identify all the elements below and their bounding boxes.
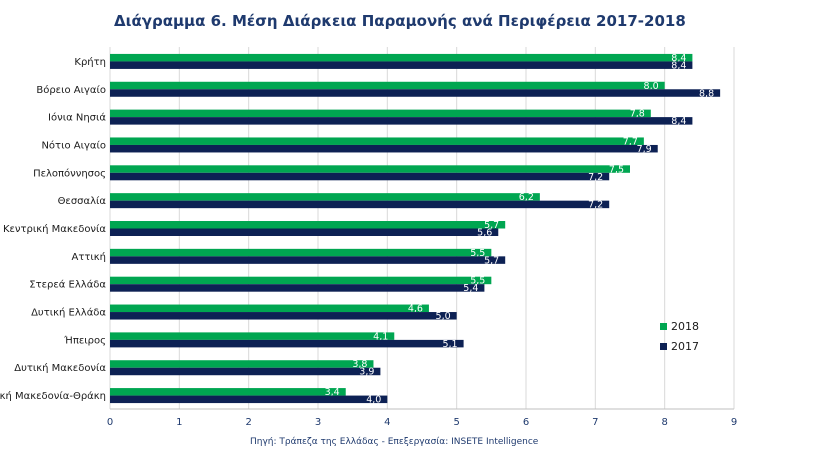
data-label-2017-5: 7,2 — [588, 200, 603, 211]
data-label-2018-7: 5,5 — [470, 248, 485, 259]
data-label-2018-11: 3,8 — [352, 359, 367, 370]
data-label-2017-12: 4,0 — [366, 395, 381, 406]
data-label-2018-6: 5,7 — [484, 220, 499, 231]
x-tick-label-5: 5 — [453, 417, 459, 428]
bar-2017-11 — [110, 367, 381, 376]
category-label-5: Θεσσαλία — [58, 195, 107, 207]
legend-item-2017: 2017 — [660, 336, 699, 356]
data-label-2018-3: 7,7 — [623, 136, 638, 147]
data-label-2018-1: 8,0 — [644, 81, 659, 92]
bar-2018-7 — [110, 248, 492, 257]
bar-2018-8 — [110, 276, 492, 285]
data-label-2017-9: 5,0 — [436, 311, 451, 322]
source-note: Πηγή: Τράπεζα της Ελλάδας - Επεξεργασία:… — [250, 437, 539, 447]
category-label-0: Κρήτη — [74, 56, 106, 68]
data-label-2018-0: 8,4 — [671, 53, 686, 64]
bar-2017-4 — [110, 172, 610, 181]
category-label-3: Νότιο Αιγαίο — [41, 139, 106, 151]
bar-2018-2 — [110, 109, 651, 118]
bar-2018-10 — [110, 332, 395, 340]
x-tick-label-7: 7 — [592, 417, 598, 428]
bar-2018-4 — [110, 165, 630, 173]
data-label-2017-7: 5,7 — [484, 255, 499, 266]
category-label-9: Δυτική Ελλάδα — [31, 307, 106, 319]
bar-2018-0 — [110, 53, 693, 62]
x-tick-label-4: 4 — [384, 417, 390, 428]
data-label-2017-2: 8,4 — [671, 116, 686, 127]
bar-2017-8 — [110, 284, 485, 292]
bar-2018-9 — [110, 304, 429, 313]
data-label-2017-10: 5,1 — [442, 339, 457, 350]
legend: 2018 2017 — [660, 316, 699, 356]
bar-2018-12 — [110, 388, 346, 396]
bar-2017-7 — [110, 256, 506, 264]
data-label-2017-4: 7,2 — [588, 172, 603, 183]
x-tick-label-6: 6 — [523, 417, 529, 428]
bar-2018-3 — [110, 137, 644, 145]
x-tick-label-0: 0 — [107, 417, 113, 428]
data-label-2018-8: 5,5 — [470, 276, 485, 287]
data-label-2018-9: 4,6 — [408, 304, 423, 315]
data-label-2017-3: 7,9 — [637, 144, 652, 155]
data-label-2018-5: 6,2 — [519, 192, 534, 203]
bar-2018-6 — [110, 221, 506, 229]
x-tick-label-2: 2 — [245, 417, 251, 428]
category-label-4: Πελοπόννησος — [33, 167, 106, 179]
category-label-2: Ιόνια Νησιά — [48, 112, 106, 124]
bar-2018-1 — [110, 81, 665, 90]
category-label-7: Αττική — [72, 251, 107, 263]
bar-2017-2 — [110, 117, 693, 125]
category-label-6: Κεντρική Μακεδονία — [3, 223, 106, 235]
data-label-2017-1: 8,8 — [699, 88, 714, 99]
bar-2017-10 — [110, 339, 464, 348]
data-label-2017-8: 5,4 — [463, 283, 478, 294]
category-label-10: Ήπειρος — [63, 334, 106, 346]
bar-2018-5 — [110, 193, 540, 201]
data-label-2017-11: 3,9 — [359, 367, 374, 378]
bar-2017-6 — [110, 228, 499, 236]
bar-2017-9 — [110, 312, 457, 320]
data-label-2017-0: 8,4 — [671, 60, 686, 71]
x-tick-label-9: 9 — [731, 417, 737, 428]
category-label-8: Στερεά Ελλάδα — [29, 279, 106, 291]
legend-item-2018: 2018 — [660, 316, 699, 336]
data-label-2018-10: 4,1 — [373, 331, 388, 342]
x-tick-label-8: 8 — [661, 417, 667, 428]
legend-label-2018: 2018 — [671, 319, 699, 333]
category-label-12: κή Μακεδονία-Θράκη — [0, 390, 106, 402]
bar-2018-11 — [110, 360, 374, 368]
bar-2017-5 — [110, 200, 610, 209]
x-tick-label-1: 1 — [176, 417, 182, 428]
bar-2017-1 — [110, 89, 721, 97]
legend-label-2017: 2017 — [671, 339, 699, 353]
legend-swatch-2018 — [660, 322, 667, 330]
data-label-2018-4: 7,5 — [609, 164, 624, 175]
chart-title: Διάγραμμα 6. Μέση Διάρκεια Παραμονής ανά… — [114, 12, 686, 30]
x-tick-label-3: 3 — [315, 417, 321, 428]
bar-2017-12 — [110, 395, 388, 404]
bar-2017-0 — [110, 61, 693, 69]
data-label-2017-6: 5,6 — [477, 228, 492, 239]
data-label-2018-2: 7,8 — [630, 109, 645, 120]
data-label-2018-12: 3,4 — [325, 387, 340, 398]
bar-2017-3 — [110, 144, 658, 153]
category-label-11: Δυτική Μακεδονία — [14, 362, 106, 374]
category-label-1: Βόρειο Αιγαίο — [36, 84, 106, 96]
legend-swatch-2017 — [660, 342, 667, 350]
